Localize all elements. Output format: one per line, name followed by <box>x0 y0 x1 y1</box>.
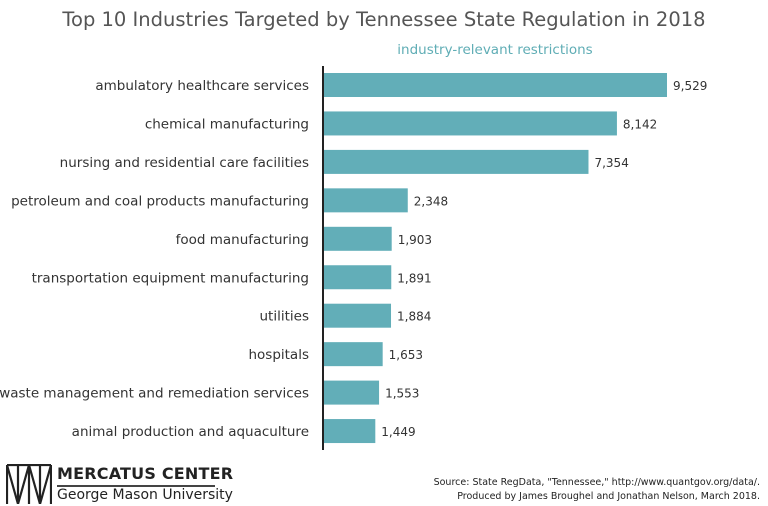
bar <box>323 149 589 174</box>
category-label: food manufacturing <box>176 232 309 248</box>
bar <box>323 265 392 290</box>
bar <box>323 111 617 136</box>
source-note: Source: State RegData, "Tennessee," http… <box>434 476 760 504</box>
bar <box>323 419 376 444</box>
data-label: 2,348 <box>414 194 448 208</box>
category-label: waste management and remediation service… <box>0 386 309 402</box>
data-label: 1,891 <box>397 271 431 285</box>
data-label: 1,449 <box>381 425 415 439</box>
category-label: transportation equipment manufacturing <box>32 270 309 286</box>
logo-name: MERCATUS CENTER <box>57 464 234 483</box>
bar <box>323 303 392 328</box>
category-label: animal production and aquaculture <box>72 424 309 440</box>
data-label: 1,653 <box>389 348 423 362</box>
category-label: ambulatory healthcare services <box>95 78 309 94</box>
logo-divider <box>57 485 215 487</box>
bar <box>323 342 383 367</box>
series-label: industry-relevant restrictions <box>397 42 593 58</box>
data-label: 8,142 <box>623 117 657 131</box>
data-label: 9,529 <box>673 79 707 93</box>
credit-line: Produced by James Broughel and Jonathan … <box>457 491 760 502</box>
chart-title: Top 10 Industries Targeted by Tennessee … <box>62 8 706 31</box>
mercatus-logo-icon <box>6 464 52 504</box>
data-label: 7,354 <box>594 156 628 170</box>
category-label: petroleum and coal products manufacturin… <box>11 193 309 209</box>
data-label: 1,884 <box>397 310 431 324</box>
source-line: Source: State RegData, "Tennessee," http… <box>433 477 760 488</box>
category-label: nursing and residential care facilities <box>60 155 309 171</box>
bar <box>323 380 380 405</box>
bar <box>323 188 408 213</box>
data-label: 1,553 <box>385 387 419 401</box>
category-label: chemical manufacturing <box>145 116 309 132</box>
category-label: hospitals <box>248 347 309 363</box>
logo-university: George Mason University <box>57 487 233 503</box>
bar <box>323 73 667 97</box>
data-label: 1,903 <box>398 233 432 247</box>
category-label: utilities <box>260 309 310 325</box>
bar <box>323 226 392 251</box>
